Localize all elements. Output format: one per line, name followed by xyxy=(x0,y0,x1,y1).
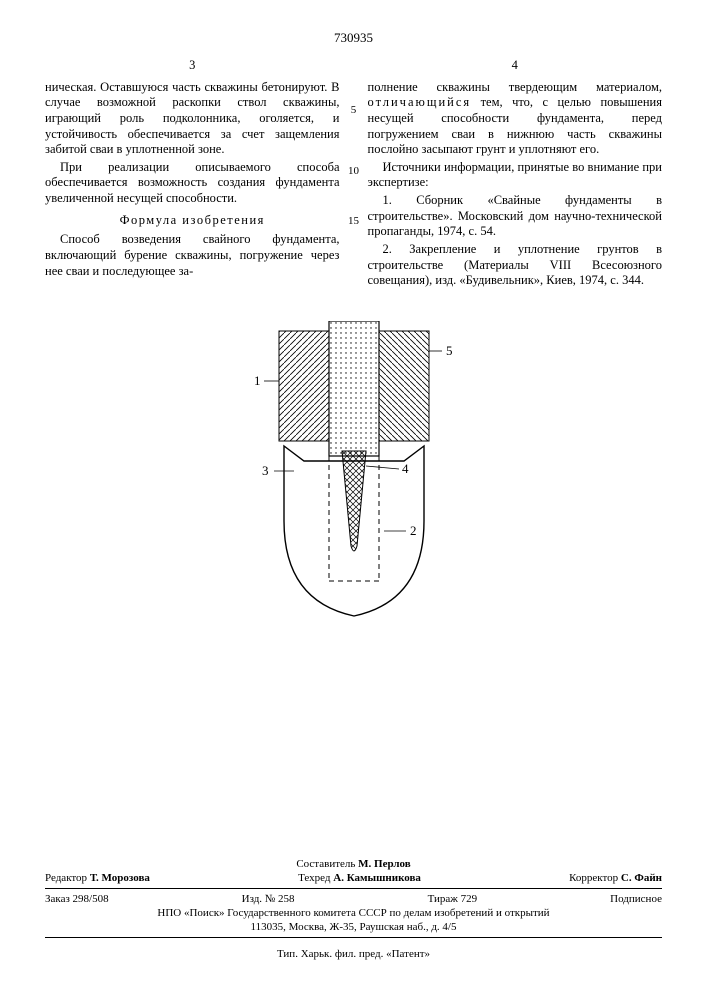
document-number: 730935 xyxy=(45,30,662,46)
figure-label-1: 1 xyxy=(254,373,261,388)
line-number-5: 5 xyxy=(351,104,357,116)
line-number-15: 15 xyxy=(348,215,359,227)
print-run: Тираж 729 xyxy=(428,893,478,905)
right-p1-em: отличающийся xyxy=(368,95,472,109)
right-para-1: полнение скважины твердеющим материалом,… xyxy=(368,80,663,158)
publisher-address: 113035, Москва, Ж-35, Раушская наб., д. … xyxy=(45,921,662,933)
leader-4 xyxy=(366,466,399,469)
driven-pile xyxy=(342,451,366,551)
left-para-1: ническая. Оставшуюся часть скважины бето… xyxy=(45,80,340,158)
figure-label-4: 4 xyxy=(402,461,409,476)
borehole-column xyxy=(329,321,379,456)
print-house: Тип. Харьк. фил. пред. «Патент» xyxy=(45,948,662,960)
edition-number: Изд. № 258 xyxy=(242,893,295,905)
compiler-name: М. Перлов xyxy=(358,858,411,870)
right-column-number: 4 xyxy=(368,58,663,74)
order-number: Заказ 298/508 xyxy=(45,893,109,905)
corr-label: Корректор xyxy=(569,872,618,884)
corr-name: С. Файн xyxy=(621,872,662,884)
figure-label-3: 3 xyxy=(262,463,269,478)
left-para-3: Способ возведения свайного фундамента, в… xyxy=(45,232,340,279)
formula-heading: Формула изобретения xyxy=(45,213,340,229)
editor-label: Редактор xyxy=(45,872,87,884)
right-para-2: Источники информации, принятые во вниман… xyxy=(368,160,663,191)
left-para-2: При реализации описываемого способа обес… xyxy=(45,160,340,207)
line-number-10: 10 xyxy=(348,165,359,177)
patent-figure: 1 5 3 4 2 xyxy=(224,321,484,631)
right-p1-a: полнение скважины твердеющим материалом, xyxy=(368,80,663,94)
soil-left xyxy=(279,331,329,441)
soil-right xyxy=(379,331,429,441)
compiler-label: Составитель xyxy=(296,858,355,870)
subscription: Подписное xyxy=(610,893,662,905)
tech-label: Техред xyxy=(298,872,330,884)
publisher-org: НПО «Поиск» Государственного комитета СС… xyxy=(45,907,662,919)
editor-name: Т. Морозова xyxy=(90,872,150,884)
figure-label-5: 5 xyxy=(446,343,453,358)
left-column-number: 3 xyxy=(45,58,340,74)
tech-name: А. Камышникова xyxy=(333,872,421,884)
right-para-4: 2. Закрепление и уплотнение грунтов в ст… xyxy=(368,242,663,289)
imprint-footer: Составитель М. Перлов Редактор Т. Морозо… xyxy=(45,856,662,960)
left-column: 3 ническая. Оставшуюся часть скважины бе… xyxy=(45,58,340,291)
right-column: 4 полнение скважины твердеющим материало… xyxy=(368,58,663,291)
right-para-3: 1. Сборник «Свайные фундаменты в строите… xyxy=(368,193,663,240)
figure-label-2: 2 xyxy=(410,523,417,538)
